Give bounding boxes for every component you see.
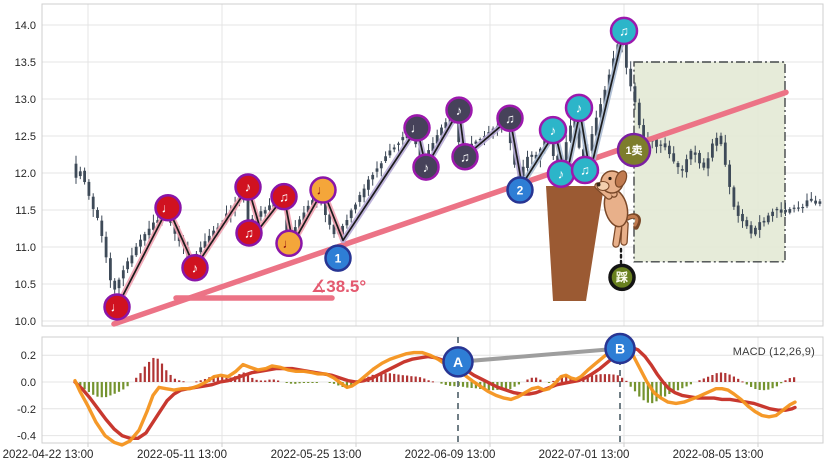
svg-text:1: 1 [335, 251, 342, 265]
svg-text:♩: ♩ [162, 200, 175, 215]
svg-text:♫: ♫ [279, 189, 289, 204]
svg-text:♫: ♫ [244, 226, 254, 241]
marker-orange-note[interactable]: ♩ [275, 229, 303, 258]
trend-angle-label: ∡38.5° [311, 277, 367, 296]
trend-lines [111, 89, 789, 327]
svg-text:♩: ♩ [411, 121, 424, 136]
price-axis-tick: 13.5 [15, 57, 36, 69]
macd-event-a[interactable]: A [442, 346, 474, 378]
marker-red-note[interactable]: ♫ [270, 182, 298, 211]
date-axis-tick: 2022-08-05 13:00 [673, 449, 764, 461]
svg-text:♪: ♪ [576, 101, 583, 116]
macd-event-markers: AB [442, 332, 636, 378]
svg-text:♪: ♪ [456, 103, 463, 118]
marker-cyan-note[interactable]: ♪ [564, 93, 594, 123]
date-axis-tick: 2022-07-01 13:00 [539, 449, 630, 461]
marker-cyan-note[interactable]: ♫ [609, 16, 639, 46]
macd-indicator-label: MACD (12,26,9) [732, 346, 815, 358]
marker-blue-note[interactable]: 1 [324, 244, 352, 272]
price-axis-tick: 14.0 [15, 20, 36, 32]
price-axis-tick: 11.0 [15, 242, 36, 254]
dog-illustration [594, 170, 641, 248]
macd-dea-line [73, 345, 797, 440]
svg-text:♪: ♪ [245, 180, 252, 195]
price-axis-tick: 12.0 [15, 168, 36, 180]
marker-red-note[interactable]: ♪ [234, 173, 262, 201]
svg-text:2: 2 [517, 183, 524, 197]
cliff-and-dog-illustration [546, 170, 641, 301]
macd-lines [73, 344, 797, 447]
macd-event-b[interactable]: B [604, 332, 636, 365]
cliff-shape [546, 186, 604, 301]
ab-connector-line [456, 346, 622, 364]
date-axis-tick: 2022-05-25 13:00 [271, 449, 362, 461]
marker-purple-note[interactable]: ♪ [412, 153, 440, 181]
svg-text:♩: ♩ [283, 236, 296, 251]
svg-text:♩: ♩ [317, 183, 330, 198]
svg-text:♫: ♫ [505, 111, 515, 126]
marker-sell-signal[interactable]: 1卖 [616, 132, 652, 168]
marker-purple-note[interactable]: ♪ [445, 96, 473, 124]
macd-axis-tick: 0.0 [21, 377, 36, 389]
svg-text:A: A [453, 354, 463, 370]
price-axis-tick: 12.5 [15, 131, 36, 143]
svg-text:♫: ♫ [619, 24, 629, 39]
marker-purple-note[interactable]: ♫ [451, 142, 479, 171]
date-axis-tick: 2022-04-22 13:00 [3, 449, 94, 461]
svg-text:踩: 踩 [616, 271, 628, 285]
price-axis-tick: 10.0 [15, 316, 36, 328]
marker-cyan-note[interactable]: ♫ [570, 155, 600, 185]
marker-step-signal[interactable]: 踩 [608, 263, 636, 292]
marker-red-note[interactable]: ♩ [103, 293, 131, 321]
marker-purple-note[interactable]: ♩ [403, 114, 431, 142]
svg-text:B: B [615, 341, 625, 357]
date-axis-tick: 2022-05-11 13:00 [137, 449, 227, 461]
macd-dashed-guides [457, 337, 621, 443]
marker-purple-note[interactable]: ♫ [496, 104, 524, 132]
marker-red-note[interactable]: ♪ [181, 253, 209, 282]
svg-text:♪: ♪ [550, 123, 557, 138]
marker-red-note[interactable]: ♩ [154, 194, 182, 222]
svg-text:♪: ♪ [192, 260, 199, 275]
svg-text:♫: ♫ [460, 149, 470, 164]
svg-text:♪: ♪ [423, 160, 430, 175]
axis-tick-labels: 14.0 13.5 13.0 12.5 12.0 11.5 11.0 10.5 10.0 0.2 0… [3, 20, 764, 461]
marker-cyan-note[interactable]: ♪ [538, 115, 568, 145]
trend-line [111, 89, 789, 327]
marker-red-note[interactable]: ♫ [235, 219, 263, 247]
marker-orange-note[interactable]: ♩ [309, 176, 337, 204]
macd-axis-tick: 0.2 [21, 350, 36, 362]
macd-axis-tick: -0.4 [17, 431, 36, 443]
price-axis-tick: 13.0 [15, 94, 36, 106]
svg-text:♫: ♫ [580, 163, 590, 178]
macd-axis-tick: -0.2 [17, 404, 36, 416]
price-axis-tick: 10.5 [15, 279, 36, 291]
svg-text:1卖: 1卖 [625, 143, 642, 157]
svg-text:♩: ♩ [111, 300, 124, 315]
marker-blue-note[interactable]: 2 [506, 176, 534, 204]
price-axis-tick: 11.5 [15, 205, 36, 217]
marker-cyan-note[interactable]: ♪ [546, 159, 576, 188]
date-axis-tick: 2022-06-09 13:00 [405, 449, 496, 461]
pivot-markers: ♩ ♩ ♪ ♪ ♫ ♫ ♩ ♩ 1 ♩ ♪ ♪ ♫ ♫ 2 ♪ ♪ ♪ ♫ ♫ 1卖踩 [103, 16, 652, 321]
svg-text:♪: ♪ [558, 166, 565, 181]
